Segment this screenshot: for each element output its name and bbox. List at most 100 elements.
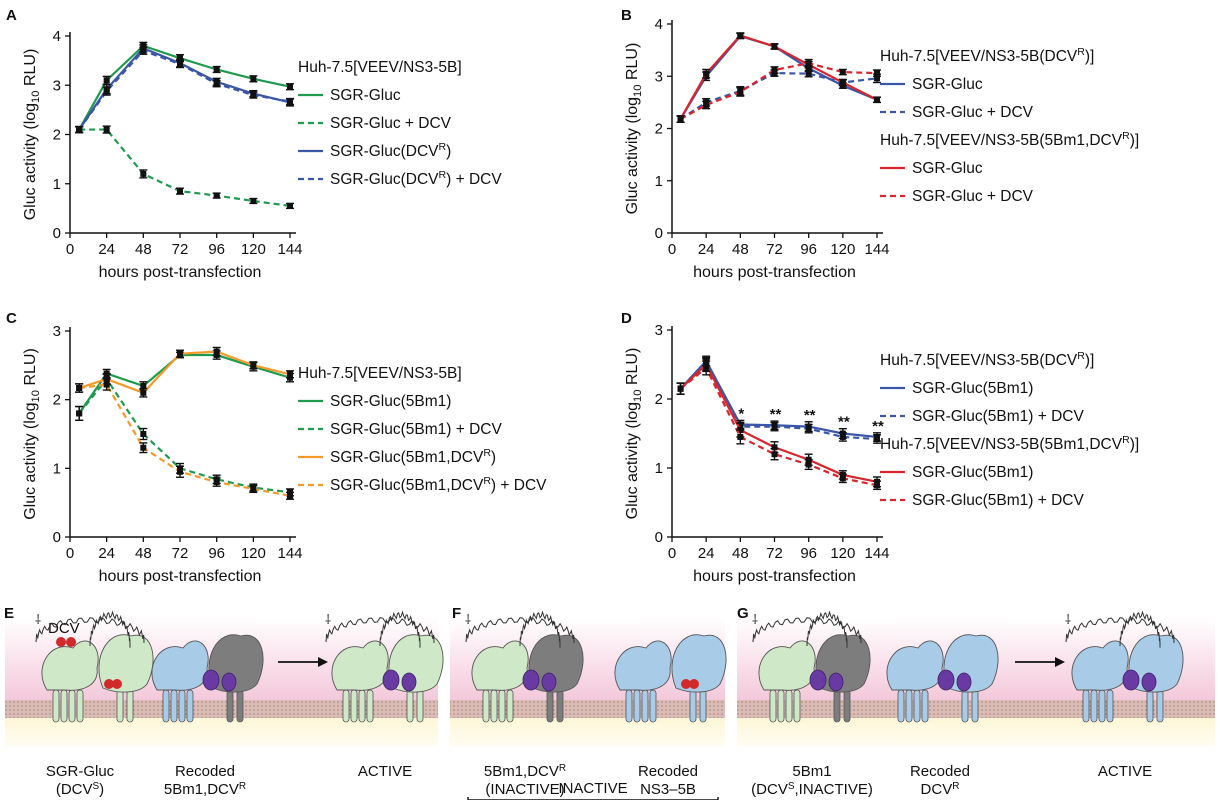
ns-linker	[202, 669, 220, 691]
legend-item: SGR-Gluc + DCV	[298, 115, 452, 132]
x-tick-label: 48	[135, 241, 152, 258]
series-1	[75, 372, 294, 497]
legend-label: SGR-Gluc(5Bm1,DCVR​)	[330, 447, 496, 466]
bracket-label-inactive-visible: INACTIVE	[558, 780, 628, 797]
y-tick-label: 0	[655, 529, 663, 546]
data-point	[874, 70, 880, 77]
label-5bm1-dcvr-sub: (INACTIVE)	[485, 781, 564, 798]
x-tick-label: 72	[172, 241, 189, 258]
ns-linker	[809, 669, 827, 691]
label-5bm1-sub: (DCVS,INACTIVE)	[751, 781, 873, 798]
legend-item: SGR-Gluc(5Bm1,DCVR​)	[298, 447, 496, 466]
legend-title: Huh-7.5[VEEV/NS3-5B]	[298, 365, 462, 382]
significance-annotation: **	[838, 414, 850, 431]
x-tick-label: 72	[766, 241, 783, 258]
legend-label: SGR-Gluc(5Bm1,DCVR​) + DCV	[330, 475, 547, 494]
ns-domain-left	[614, 640, 672, 691]
legend-item: SGR-Gluc(5Bm1)	[880, 464, 1033, 481]
data-point	[771, 66, 778, 73]
x-axis-label: hours post-transfection	[99, 568, 262, 585]
data-point	[874, 482, 880, 489]
x-tick-label: 144	[277, 545, 302, 562]
bound-dcv-icon	[689, 679, 699, 689]
legend-label: SGR-Gluc	[912, 76, 983, 93]
panel-label: G	[737, 605, 749, 622]
x-tick-label: 120	[241, 545, 266, 562]
data-point	[677, 385, 684, 392]
series-3	[75, 378, 294, 500]
significance-annotation: **	[804, 407, 816, 424]
legend-item: SGR-Gluc(DCVR​)	[298, 141, 451, 160]
data-point	[103, 77, 110, 84]
data-point	[737, 32, 744, 39]
panel-g-schematic: G ⸸ ⸸ 5Bm1 (DCVS,INACTIVE) Recoded DCVR …	[737, 605, 1215, 798]
series-3	[75, 46, 294, 134]
ns-linker	[1122, 669, 1140, 691]
data-point	[213, 192, 220, 199]
x-tick-label: 120	[830, 241, 855, 258]
data-point	[103, 126, 110, 133]
y-tick-label: 2	[53, 392, 61, 409]
x-axis-label: hours post-transfection	[99, 264, 262, 281]
legend-label: SGR-Gluc(DCVR​) + DCV	[330, 169, 502, 188]
x-tick-label: 0	[668, 545, 676, 562]
rna-cap-icon: ⸸	[35, 612, 41, 627]
data-point	[703, 101, 710, 108]
x-tick-label: 72	[766, 545, 783, 562]
rna-strand	[325, 617, 435, 644]
series-3	[676, 360, 881, 491]
ns-linker	[401, 672, 417, 692]
data-point	[771, 423, 778, 430]
legend-item: SGR-Gluc(5Bm1)	[880, 380, 1033, 397]
y-tick-label: 0	[655, 225, 663, 242]
y-tick-label: 3	[655, 68, 663, 85]
legend-item: SGR-Gluc	[880, 76, 983, 93]
ns-complex-recoded-ns3-5b	[614, 634, 727, 723]
data-point	[250, 362, 257, 369]
ns-linker	[937, 669, 955, 691]
legend-label: SGR-Gluc(DCVR​)	[330, 141, 451, 160]
y-tick-label: 0	[53, 225, 61, 242]
data-point	[839, 475, 846, 482]
rna-strand	[1065, 617, 1175, 644]
y-tick-label: 1	[655, 460, 663, 477]
data-point	[177, 468, 183, 475]
significance-annotation: *	[738, 405, 744, 422]
x-tick-label: 24	[98, 241, 115, 258]
legend-label: SGR-Gluc + DCV	[912, 188, 1034, 205]
y-tick-label: 3	[53, 323, 61, 340]
dcv-label: DCV	[48, 620, 80, 637]
panel-label: C	[6, 310, 17, 327]
y-tick-label: 4	[655, 16, 663, 33]
label-active: ACTIVE	[1098, 763, 1152, 780]
ns-linker	[956, 672, 972, 692]
data-point	[839, 79, 846, 86]
rna-strand	[1119, 610, 1161, 648]
series-line	[78, 377, 291, 494]
ns-complex-5bm1: ⸸	[752, 610, 871, 723]
transmembrane-helices	[162, 689, 244, 723]
data-point	[250, 92, 257, 99]
label-recoded-sub: 5Bm1,DCVR	[164, 781, 246, 798]
data-point	[839, 69, 846, 76]
legend-label: SGR-Gluc	[330, 87, 401, 104]
cytoplasm-band	[5, 718, 438, 746]
ns-linker	[522, 669, 540, 691]
y-tick-label: 1	[655, 173, 663, 190]
label-sgr-gluc: SGR-Gluc	[46, 763, 115, 780]
y-tick-label: 3	[53, 77, 61, 94]
panel-e-schematic: E DCV ⸸ ⸸ SGR-Gluc (DCVS) Recoded 5Bm1,D…	[4, 605, 444, 798]
x-tick-label: 120	[830, 545, 855, 562]
data-point	[250, 485, 257, 492]
label-recoded: Recoded	[638, 763, 698, 780]
rna-strand	[89, 610, 131, 648]
panel-label: B	[621, 7, 632, 24]
y-tick-label: 1	[53, 176, 61, 193]
data-point	[140, 431, 147, 437]
series-1	[75, 125, 294, 210]
data-point	[805, 425, 812, 432]
data-point	[703, 364, 710, 371]
data-point	[140, 444, 147, 451]
y-axis-label: Gluc activity (log10 RLU)	[624, 43, 644, 215]
